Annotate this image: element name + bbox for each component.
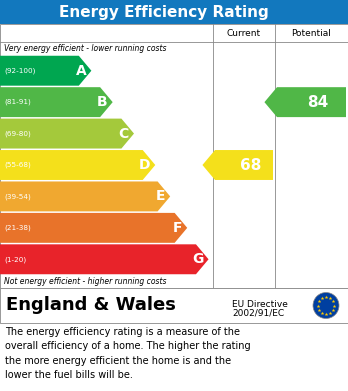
Polygon shape [0, 181, 170, 212]
Text: (81-91): (81-91) [4, 99, 31, 106]
Text: E: E [156, 189, 165, 203]
Polygon shape [264, 87, 346, 117]
Text: D: D [139, 158, 150, 172]
Text: Current: Current [227, 29, 261, 38]
Polygon shape [0, 87, 113, 117]
Text: The energy efficiency rating is a measure of the
overall efficiency of a home. T: The energy efficiency rating is a measur… [5, 327, 251, 380]
Text: Energy Efficiency Rating: Energy Efficiency Rating [59, 5, 268, 20]
Text: Not energy efficient - higher running costs: Not energy efficient - higher running co… [4, 277, 166, 286]
Text: (1-20): (1-20) [4, 256, 26, 262]
Text: F: F [173, 221, 182, 235]
Text: Potential: Potential [292, 29, 331, 38]
Text: EU Directive: EU Directive [232, 300, 288, 309]
Polygon shape [0, 118, 134, 149]
Circle shape [313, 292, 339, 319]
Text: (69-80): (69-80) [4, 130, 31, 137]
Bar [0, 288, 348, 323]
Polygon shape [0, 150, 155, 180]
Text: C: C [119, 127, 129, 141]
Text: 68: 68 [239, 158, 261, 172]
Text: 84: 84 [307, 95, 329, 109]
Text: B: B [97, 95, 108, 109]
Polygon shape [0, 56, 92, 86]
Bar [0, 0, 348, 24]
Text: 2002/91/EC: 2002/91/EC [232, 309, 284, 318]
Text: G: G [192, 252, 204, 266]
Text: Very energy efficient - lower running costs: Very energy efficient - lower running co… [4, 44, 166, 53]
Polygon shape [0, 213, 187, 243]
Bar [0, 24, 348, 288]
Polygon shape [203, 150, 273, 180]
Text: A: A [76, 64, 86, 78]
Text: (55-68): (55-68) [4, 162, 31, 168]
Text: England & Wales: England & Wales [6, 296, 176, 314]
Text: (21-38): (21-38) [4, 224, 31, 231]
Text: (39-54): (39-54) [4, 193, 31, 200]
Polygon shape [0, 244, 208, 274]
Text: (92-100): (92-100) [4, 68, 35, 74]
